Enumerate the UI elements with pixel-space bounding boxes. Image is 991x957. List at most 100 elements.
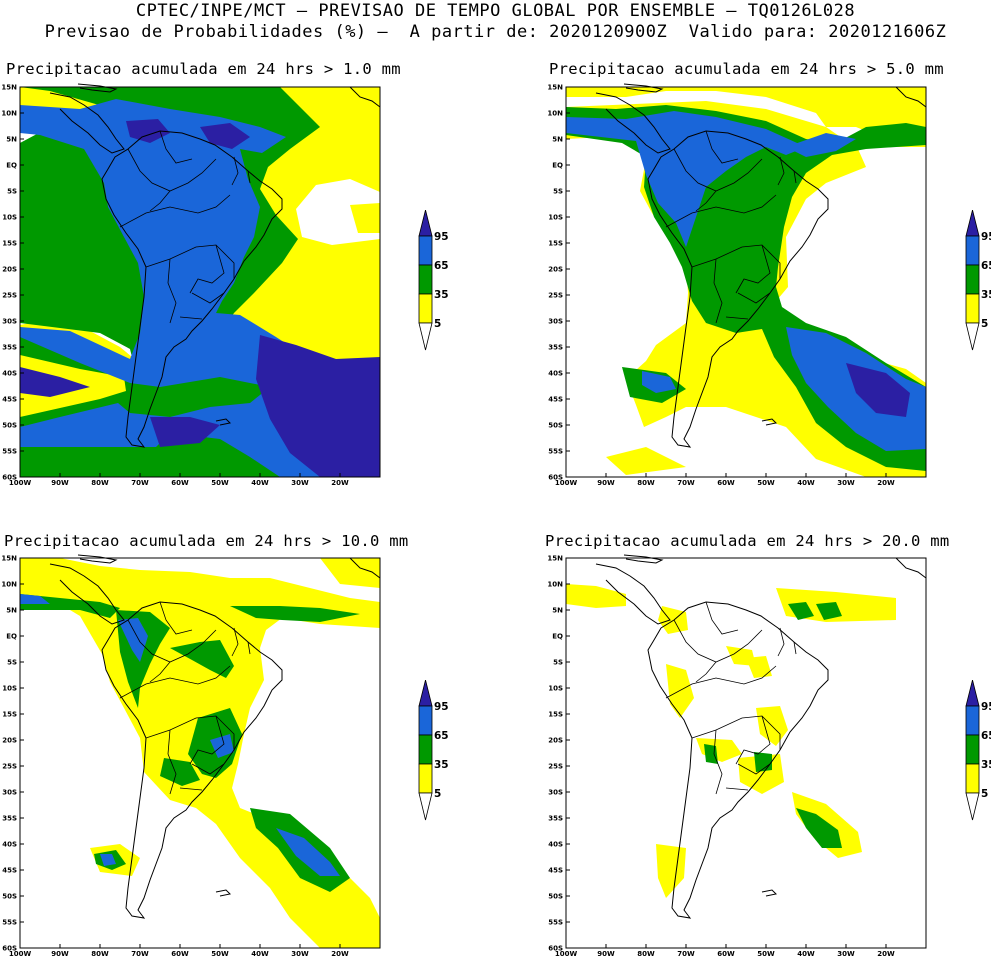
lat-label: 5S	[7, 188, 17, 196]
legend-label: 65	[981, 260, 991, 272]
lat-label: EQ	[6, 162, 17, 170]
prob-area-yellow	[756, 395, 816, 417]
lon-label: 70W	[131, 950, 149, 957]
lon-label: 20W	[877, 479, 895, 487]
lat-label: 40S	[2, 841, 17, 849]
prob-area-dark-blue	[200, 123, 250, 149]
map-panel-1mm: 15N 10N 5N EQ 5S 10S 15S 20S 25S 30S 35S 40S 45S 50S 5…	[1, 83, 381, 487]
prob-area-dark-blue	[846, 363, 910, 417]
legend-svg: 95 65 35 5	[965, 679, 991, 821]
lat-label: 10N	[547, 110, 563, 118]
country-border	[793, 170, 797, 184]
lat-label: 5N	[552, 136, 563, 144]
lon-label: 100W	[9, 950, 32, 957]
country-border	[159, 130, 193, 164]
legend-swatch-green	[965, 264, 980, 295]
prob-area-blue	[642, 371, 676, 393]
lon-label: 50W	[757, 950, 775, 957]
prob-area-green	[230, 606, 360, 622]
caribbean-coast	[77, 83, 118, 93]
lon-label: 100W	[555, 479, 578, 487]
africa-coast	[349, 557, 381, 579]
south-america-coast	[647, 130, 829, 448]
lon-label: 30W	[837, 479, 855, 487]
lat-label: 50S	[548, 893, 563, 901]
lat-label: 15S	[548, 240, 563, 248]
legend-label: 35	[434, 289, 449, 301]
country-border	[191, 763, 225, 775]
country-border	[145, 244, 235, 279]
lat-label: 15N	[1, 555, 17, 563]
lon-label: 100W	[9, 479, 32, 487]
prob-area-dark-blue	[150, 417, 220, 447]
legend-swatch-green	[418, 264, 433, 295]
legend-swatch-white	[965, 792, 980, 821]
legend-swatch-blue	[965, 705, 980, 736]
coastline	[49, 554, 381, 919]
prob-area-green	[170, 640, 234, 678]
lon-label: 90W	[51, 950, 69, 957]
lat-label: 45S	[548, 867, 563, 875]
lat-label: 40S	[2, 370, 17, 378]
lat-label: 5N	[6, 136, 17, 144]
legend-label: 95	[434, 701, 449, 713]
lat-label: 45S	[548, 396, 563, 404]
lat-label: 5S	[553, 659, 563, 667]
legend-swatch-green	[965, 734, 980, 765]
lat-label: EQ	[552, 633, 563, 641]
prob-area-blue	[566, 111, 806, 247]
africa-coast	[349, 86, 381, 108]
prob-area-yellow	[566, 87, 926, 147]
lat-label: 45S	[2, 867, 17, 875]
legend-label: 35	[981, 289, 991, 301]
coastline	[595, 554, 927, 919]
lat-label: 15N	[1, 84, 17, 92]
panel-1-title: Precipitacao acumulada em 24 hrs > 1.0 m…	[6, 60, 401, 78]
lon-label: 50W	[211, 479, 229, 487]
country-border	[705, 130, 739, 164]
country-border	[777, 156, 785, 186]
lat-label: 10S	[2, 214, 17, 222]
lon-label: 60W	[171, 950, 189, 957]
lat-label: 55S	[548, 448, 563, 456]
country-border	[167, 258, 177, 324]
prob-area-green	[704, 744, 718, 764]
country-border	[189, 244, 225, 294]
legend-swatch-white	[965, 322, 980, 351]
lat-label: 15N	[547, 84, 563, 92]
map-svg: 15N 10N 5N EQ 5S 10S 15S 20S 25S 30S 35S 40S 45S 50S 5…	[1, 83, 381, 487]
legend-swatch-dark-blue	[965, 209, 980, 237]
country-border	[691, 244, 781, 279]
lat-label: 10N	[1, 110, 17, 118]
falkland-islands	[215, 418, 232, 426]
lat-label: 60S	[2, 945, 17, 953]
country-border	[737, 763, 771, 775]
lat-label: 25S	[548, 292, 563, 300]
lon-label: 30W	[291, 950, 309, 957]
lat-label: EQ	[6, 633, 17, 641]
lat-label: 10S	[2, 685, 17, 693]
country-border	[691, 715, 781, 750]
panel-4-title: Precipitacao acumulada em 24 hrs > 20.0 …	[545, 532, 950, 550]
map-panel-5mm: 15N 10N 5N EQ 5S 10S 15S 20S 25S 30S 35S 40S 45S 50S 5…	[547, 84, 927, 487]
legend-swatch-blue	[418, 705, 433, 736]
lat-label: 40S	[548, 370, 563, 378]
lat-label: 10N	[1, 581, 17, 589]
map-frame	[19, 86, 381, 478]
lat-label: 10S	[548, 214, 563, 222]
south-america-coast	[101, 130, 283, 448]
lon-label: 70W	[677, 479, 695, 487]
central-america-coast	[595, 92, 671, 154]
lon-label: 20W	[331, 479, 349, 487]
lon-label: 80W	[91, 479, 109, 487]
lat-label: 5S	[7, 659, 17, 667]
lat-label: 60S	[548, 945, 563, 953]
caribbean-coast	[77, 554, 118, 564]
prob-area-green	[796, 808, 842, 848]
lat-label: 15N	[547, 555, 563, 563]
lat-label: 5N	[552, 607, 563, 615]
legend-swatch-blue	[965, 235, 980, 266]
legend-svg: 95 65 35 5	[965, 209, 991, 351]
caribbean-coast	[623, 554, 664, 564]
country-border	[735, 715, 771, 765]
